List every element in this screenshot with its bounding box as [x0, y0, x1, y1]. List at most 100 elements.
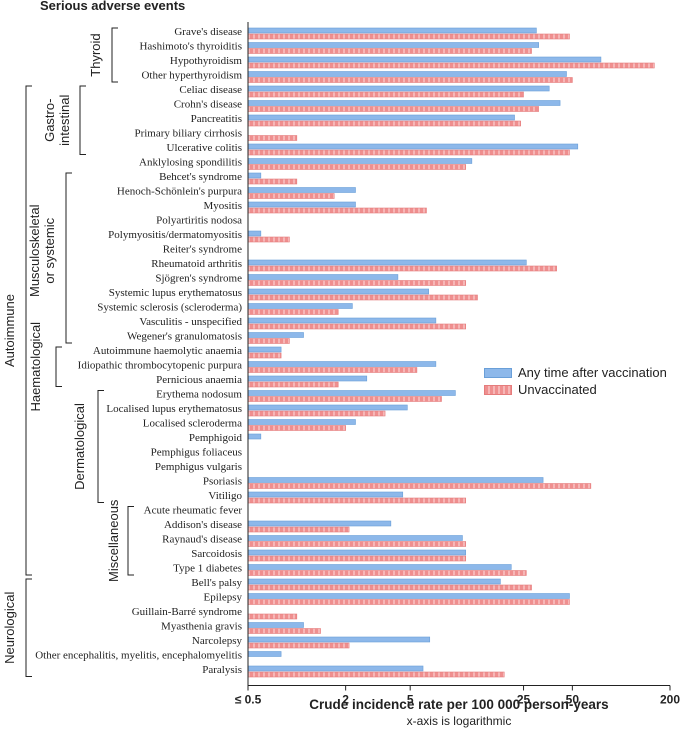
category-label: Bell's palsy — [191, 577, 242, 589]
category-label: Type 1 diabetes — [173, 563, 242, 575]
category-label: Ulcerative colitis — [167, 142, 242, 154]
bar-vaccinated — [247, 520, 392, 527]
category-label: Sjögren's syndrome — [155, 273, 242, 285]
bar-vaccinated — [247, 593, 570, 599]
bar-vaccinated — [247, 288, 429, 295]
group-label-dermatological: Dermatological — [72, 403, 87, 490]
bar-unvaccinated — [247, 265, 557, 272]
category-label: Pemphigus foliaceus — [151, 447, 242, 459]
category-label: Localised lupus erythematosus — [106, 403, 242, 415]
bar-vaccinated — [247, 303, 353, 309]
bar-unvaccinated — [247, 178, 298, 185]
bar-vaccinated — [247, 158, 473, 164]
bar-vaccinated — [247, 665, 424, 672]
bar-unvaccinated — [247, 396, 442, 402]
x-axis-label: Crude incidence rate per 100 000 person-… — [309, 697, 609, 712]
bar-vaccinated — [247, 549, 467, 556]
bar-vaccinated — [247, 622, 304, 628]
group-label-musculoskeletal-line-1: Musculoskeletal — [27, 204, 42, 297]
legend: Any time after vaccination Unvaccinated — [484, 364, 667, 398]
category-label: Henoch-Schönlein's purpura — [117, 186, 242, 198]
legend-item-vaccinated: Any time after vaccination — [484, 364, 667, 381]
bar-unvaccinated — [247, 555, 467, 562]
group-label-neurological: Neurological — [2, 592, 17, 664]
legend-swatch-vaccinated — [484, 367, 512, 378]
bar-unvaccinated — [247, 77, 573, 83]
bar-unvaccinated — [247, 613, 298, 620]
category-label: Hashimoto's thyroiditis — [139, 41, 242, 53]
category-label: Systemic lupus erythematosus — [109, 287, 242, 299]
category-label: Hypothyroidism — [170, 55, 243, 67]
category-label: Vasculitis - unspecified — [139, 316, 242, 328]
category-label: Grave's disease — [174, 26, 242, 38]
bracket-musculoskeletal — [65, 172, 72, 344]
x-tick-label: ≤ 0.5 — [235, 693, 262, 707]
group-label-haematological: Haematological — [28, 322, 43, 412]
legend-label-vaccinated: Any time after vaccination — [518, 365, 667, 380]
bracket-haematological — [55, 346, 62, 387]
bar-vaccinated — [247, 636, 431, 643]
category-label: Other encephalitis, myelitis, encephalom… — [35, 650, 242, 662]
x-tick-label: 200 — [660, 693, 680, 707]
bar-vaccinated — [247, 143, 579, 150]
legend-swatch-unvaccinated — [484, 384, 512, 395]
category-label: Primary biliary cirrhosis — [134, 128, 242, 140]
bar-unvaccinated — [247, 497, 467, 504]
category-label: Anklylosing spondilitis — [139, 157, 242, 169]
category-label: Sarcoidosis — [191, 548, 242, 560]
bar-unvaccinated — [247, 164, 467, 170]
bar-vaccinated — [247, 578, 501, 585]
category-label: Other hyperthyroidism — [141, 70, 242, 82]
bar-vaccinated — [247, 172, 262, 179]
bar-vaccinated — [247, 433, 262, 440]
category-label: Idiopathic thrombocytopenic purpura — [78, 360, 242, 372]
category-label: Polymyositis/dermatomyositis — [108, 229, 242, 241]
bracket-miscellaneous — [127, 506, 134, 576]
bar-unvaccinated — [247, 120, 521, 127]
bar-unvaccinated — [247, 526, 350, 533]
bar-unvaccinated — [247, 323, 467, 330]
bar-vaccinated — [247, 274, 399, 280]
category-label: Pemphigoid — [189, 432, 243, 444]
bar-vaccinated — [247, 651, 282, 657]
group-label-gastro-intestinal: Gastro-intestinal — [42, 94, 72, 145]
bar-vaccinated — [247, 56, 602, 63]
category-label: Celiac disease — [179, 84, 242, 96]
category-label: Guillain-Barré syndrome — [132, 606, 242, 618]
bar-vaccinated — [247, 100, 561, 106]
chart-title: Serious adverse events — [40, 0, 186, 13]
bar-vaccinated — [247, 361, 437, 367]
bar-vaccinated — [247, 201, 356, 208]
x-tick-label: 50 — [566, 693, 580, 707]
bar-unvaccinated — [247, 106, 539, 112]
bar-vaccinated — [247, 375, 368, 382]
bar-unvaccinated — [247, 193, 335, 199]
category-label: Crohn's disease — [174, 99, 242, 111]
bracket-gastro-intestinal — [79, 85, 86, 155]
category-label: Polyartiritis nodosa — [156, 215, 242, 227]
bar-unvaccinated — [247, 671, 505, 678]
category-label: Reiter's syndrome — [163, 244, 242, 256]
bar-vaccinated — [247, 230, 262, 237]
x-tick-label: 2 — [342, 693, 349, 707]
bar-unvaccinated — [247, 628, 321, 634]
category-label: Vitiligo — [208, 490, 242, 502]
category-label: Localised scleroderma — [143, 418, 242, 430]
bar-vaccinated — [247, 259, 527, 266]
bar-vaccinated — [247, 187, 356, 193]
category-label: Epilepsy — [204, 592, 243, 604]
bar-unvaccinated — [247, 48, 532, 54]
category-label: Behcet's syndrome — [159, 171, 242, 183]
bar-unvaccinated — [247, 309, 339, 315]
category-label: Pancreatitis — [191, 113, 242, 125]
bar-vaccinated — [247, 419, 356, 425]
category-label: Myositis — [203, 200, 242, 212]
bar-unvaccinated — [247, 280, 467, 286]
category-label: Systemic sclerosis (scleroderma) — [97, 302, 242, 314]
bar-vaccinated — [247, 346, 282, 353]
bar-unvaccinated — [247, 207, 427, 214]
bar-vaccinated — [247, 114, 515, 121]
bar-unvaccinated — [247, 570, 527, 576]
category-label: Erythema nodosum — [156, 389, 242, 401]
